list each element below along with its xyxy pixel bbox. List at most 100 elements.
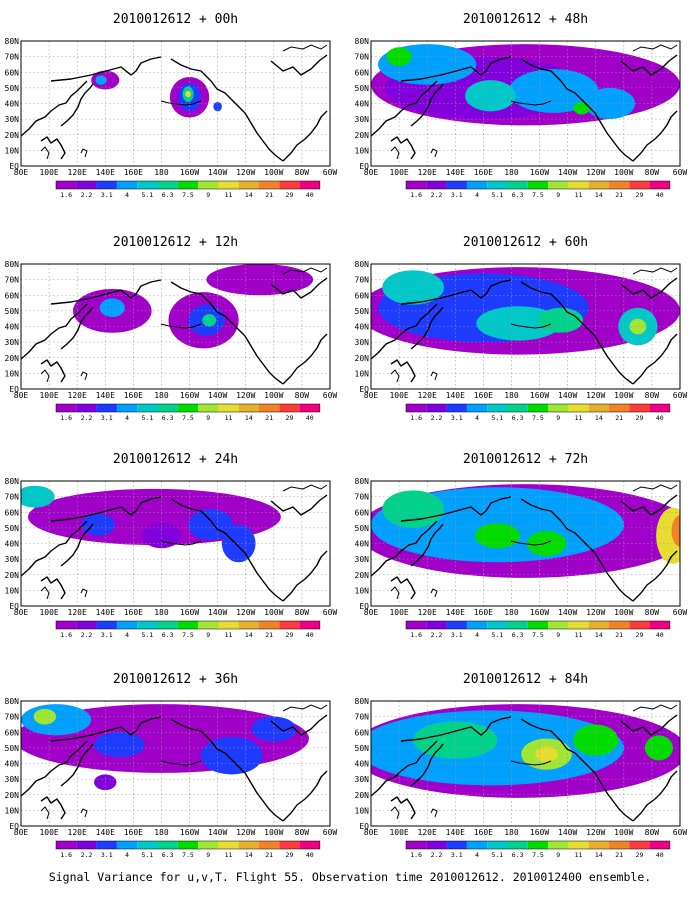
colorbar-label: 2.2 xyxy=(431,191,443,199)
colorbar-swatch xyxy=(238,841,259,849)
colorbar-swatch xyxy=(466,404,488,412)
colorbar: 1.6 2.2 3.1 4 5.1 6.3 7.5 9 11 14 21 29 40 xyxy=(405,620,671,639)
colorbar-swatch xyxy=(116,404,138,412)
panel-title: 2010012612 + 84h xyxy=(463,672,588,687)
colorbar-swatch xyxy=(426,404,447,412)
panel-title: 2010012612 + 60h xyxy=(463,235,588,250)
x-tick-label: 140W xyxy=(208,168,227,177)
colorbar-label: 2.2 xyxy=(81,414,93,422)
y-tick-label: 40N xyxy=(5,540,20,549)
colorbar-label: 2.2 xyxy=(81,191,93,199)
x-tick-label: 100E xyxy=(39,168,58,177)
variance-contour xyxy=(202,314,217,327)
variance-contour xyxy=(465,80,516,112)
colorbar-swatch xyxy=(588,404,609,412)
variance-contour xyxy=(99,298,125,318)
variance-contour xyxy=(538,307,584,333)
colorbar-swatch xyxy=(507,181,528,189)
colorbar-swatch xyxy=(507,404,528,412)
colorbar-label: 11 xyxy=(225,414,233,422)
y-tick-label: 60N xyxy=(5,508,20,517)
colorbar-label: 5.1 xyxy=(141,191,153,199)
x-tick-label: 60W xyxy=(673,168,688,177)
y-tick-label: 60N xyxy=(355,68,370,77)
map-panel: 2010012612 + 36h 80E 100E 120E 140E 160E 180 16… xyxy=(5,672,338,859)
colorbar-swatch xyxy=(96,181,117,189)
colorbar-label: 14 xyxy=(245,191,253,199)
x-tick-label: 160W xyxy=(180,391,199,400)
variance-contour xyxy=(141,523,182,549)
x-tick-label: 120W xyxy=(586,828,605,837)
x-tick-label: 80W xyxy=(645,168,660,177)
y-tick-label: 60N xyxy=(5,68,20,77)
colorbar-label: 5.1 xyxy=(491,414,503,422)
colorbar-swatch xyxy=(487,404,508,412)
x-tick-label: 140W xyxy=(558,168,577,177)
map-frame xyxy=(20,480,331,607)
colorbar-swatch xyxy=(406,404,427,412)
y-tick-label: 20N xyxy=(355,571,370,580)
colorbar-label: 11 xyxy=(225,631,233,639)
colorbar-label: 6.3 xyxy=(162,191,174,199)
colorbar-label: 1.6 xyxy=(60,414,72,422)
colorbar-label: 9 xyxy=(206,851,210,859)
y-tick-label: 10N xyxy=(5,586,20,595)
colorbar: 1.6 2.2 3.1 4 5.1 6.3 7.5 9 11 14 21 29 40 xyxy=(405,840,671,859)
colorbar-swatch xyxy=(137,621,158,629)
x-tick-label: 160W xyxy=(530,608,549,617)
colorbar-label: 2.2 xyxy=(81,851,93,859)
colorbar: 1.6 2.2 3.1 4 5.1 6.3 7.5 9 11 14 21 29 40 xyxy=(55,180,321,199)
colorbar-swatch xyxy=(116,841,138,849)
x-tick-label: 120W xyxy=(586,391,605,400)
x-tick-label: 160E xyxy=(474,391,493,400)
colorbar-swatch xyxy=(177,621,199,629)
colorbar-label: 7.5 xyxy=(182,851,194,859)
colorbar-label: 5.1 xyxy=(141,414,153,422)
variance-contour xyxy=(382,490,445,528)
y-tick-label: 80N xyxy=(355,697,370,706)
colorbar-label: 1.6 xyxy=(60,191,72,199)
colorbar-swatch xyxy=(198,181,219,189)
x-tick-label: 80W xyxy=(295,391,310,400)
colorbar-label: 40 xyxy=(306,851,314,859)
colorbar-swatch xyxy=(629,404,650,412)
y-tick-label: EQ xyxy=(359,602,369,611)
variance-contour xyxy=(81,513,116,536)
colorbar-swatch xyxy=(116,181,138,189)
colorbar-label: 40 xyxy=(306,631,314,639)
colorbar-label: 21 xyxy=(265,414,273,422)
map-panel: 2010012612 + 48h 80E 100E 120E 140E 160E 180 16… xyxy=(355,12,688,199)
x-tick-label: 60W xyxy=(323,828,338,837)
colorbar-swatch xyxy=(299,181,320,189)
y-tick-label: EQ xyxy=(359,822,369,831)
y-tick-label: EQ xyxy=(9,385,19,394)
x-tick-label: 60W xyxy=(323,608,338,617)
x-tick-label: 140W xyxy=(208,828,227,837)
x-tick-label: 100W xyxy=(614,168,633,177)
x-tick-label: 180 xyxy=(504,828,519,837)
x-tick-label: 120W xyxy=(236,168,255,177)
x-tick-label: 160W xyxy=(180,608,199,617)
x-tick-label: 140E xyxy=(446,828,465,837)
colorbar-swatch xyxy=(157,841,178,849)
y-tick-label: 20N xyxy=(5,791,20,800)
x-tick-label: 80W xyxy=(295,168,310,177)
colorbar-label: 40 xyxy=(656,414,664,422)
y-tick-label: 10N xyxy=(355,586,370,595)
colorbar-label: 4 xyxy=(475,414,479,422)
colorbar-label: 3.1 xyxy=(101,191,113,199)
y-tick-label: 20N xyxy=(355,131,370,140)
colorbar-label: 4 xyxy=(125,414,129,422)
colorbar-swatch xyxy=(259,621,280,629)
colorbar-frame xyxy=(405,840,671,850)
x-tick-label: 120W xyxy=(586,608,605,617)
colorbar-label: 14 xyxy=(595,414,603,422)
y-tick-label: 70N xyxy=(5,276,20,285)
colorbar-swatch xyxy=(218,404,239,412)
colorbar-label: 1.6 xyxy=(410,851,422,859)
x-tick-label: 60W xyxy=(673,391,688,400)
colorbar-swatch xyxy=(487,621,508,629)
variance-contour xyxy=(644,735,673,761)
colorbar-swatch xyxy=(527,404,549,412)
y-tick-label: 20N xyxy=(355,791,370,800)
